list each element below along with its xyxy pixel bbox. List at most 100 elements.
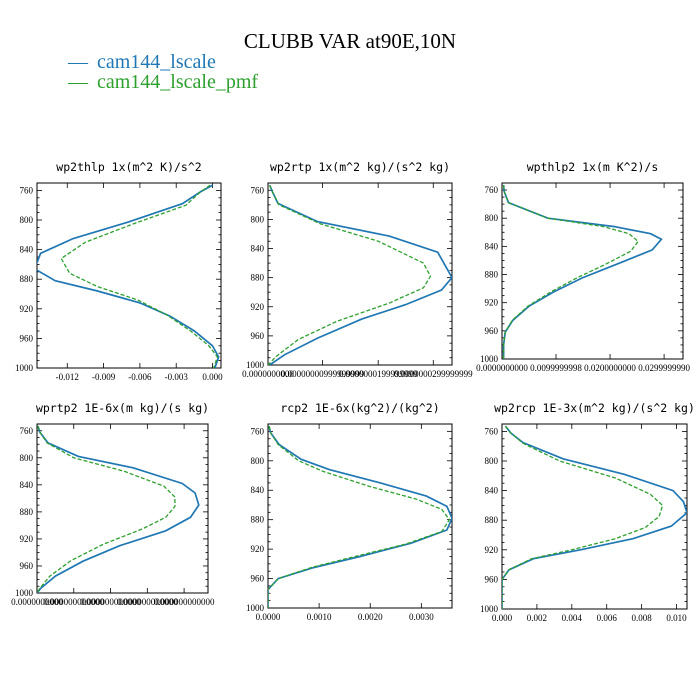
x-tick-label: 0.002 xyxy=(527,613,547,623)
plot-frame xyxy=(267,423,453,609)
legend-symbol-cam144-lscale-pmf: — xyxy=(67,71,89,93)
y-tick-label: 840 xyxy=(251,244,265,254)
y-tick-label: 1000 xyxy=(480,604,499,614)
x-tick-label: 0.0000000000 xyxy=(11,597,63,607)
legend-item-cam144-lscale: — cam144_lscale xyxy=(67,51,216,73)
panel-title: wp2rtp 1x(m^2 kg)/(s^2 kg) xyxy=(270,160,450,174)
y-tick-label: 800 xyxy=(20,215,34,225)
plot-frame xyxy=(36,423,209,594)
panel-5: rcp2 1E-6x(kg^2)/(kg^2) 760 800 840 880 920 96… xyxy=(246,401,453,622)
legend-item-cam144-lscale-pmf: — cam144_lscale_pmf xyxy=(67,71,258,93)
x-tick-label: 0.0000000299999999 xyxy=(394,369,473,379)
series-line-cam144-lscale-pmf xyxy=(60,184,219,368)
y-tick-label: 1000 xyxy=(246,360,265,370)
y-tick-label: 880 xyxy=(485,270,499,280)
series-line-cam144-lscale xyxy=(37,425,200,593)
legend-label-cam144-lscale: cam144_lscale xyxy=(97,51,216,73)
y-tick-label: 920 xyxy=(251,544,265,554)
x-tick-label: 0.0000000199999999 xyxy=(339,369,418,379)
x-tick-label: 0.0020 xyxy=(358,612,383,622)
y-tick-label: 840 xyxy=(20,245,34,255)
series-line-cam144-lscale-pmf xyxy=(268,426,451,608)
y-tick-label: 880 xyxy=(251,273,265,283)
panel-title: wp2rcp 1E-3x(m^2 kg)/(s^2 kg) xyxy=(494,401,695,415)
panel-4: wprtp2 1E-6x(m kg)/(s kg) 760 800 840 880 920… xyxy=(11,401,215,607)
x-tick-label: 0.000 xyxy=(202,372,223,382)
y-tick-label: 880 xyxy=(485,515,499,525)
panels: wp2thlp 1x(m^2 K)/s^2 760 800 840 880 920 960 1… xyxy=(11,160,695,623)
x-tick-label: 0.0000000000 xyxy=(476,363,528,373)
y-tick-label: 1000 xyxy=(15,588,34,598)
series-line-cam144-lscale-pmf xyxy=(268,184,432,365)
x-tick-label: 0.0200000000 xyxy=(584,363,636,373)
x-tick-label: 0.00000000999999999 xyxy=(281,369,365,379)
series-line-cam144-lscale xyxy=(502,185,663,359)
x-tick-label: 0.006 xyxy=(597,613,618,623)
y-tick-label: 1000 xyxy=(480,354,499,364)
y-tick-label: 920 xyxy=(485,298,499,308)
legend: — cam144_lscale — cam144_lscale_pmf xyxy=(67,51,258,93)
y-tick-label: 960 xyxy=(251,574,265,584)
y-tick-label: 760 xyxy=(485,185,499,195)
y-tick-label: 840 xyxy=(485,241,499,251)
y-tick-label: 760 xyxy=(20,185,34,195)
plot-frame xyxy=(501,182,684,360)
series-line-cam144-lscale-pmf xyxy=(502,425,664,609)
y-tick-label: 1000 xyxy=(246,603,265,613)
x-tick-label: -0.003 xyxy=(165,372,189,382)
y-tick-label: 800 xyxy=(20,453,34,463)
y-tick-label: 800 xyxy=(485,456,499,466)
panel-6: wp2rcp 1E-3x(m^2 kg)/(s^2 kg) 760 800 840 88… xyxy=(480,401,695,623)
x-tick-label: 0.0099999998 xyxy=(530,363,582,373)
panel-1: wp2thlp 1x(m^2 K)/s^2 760 800 840 880 920 960 1… xyxy=(15,160,223,382)
y-tick-label: 1000 xyxy=(15,363,34,373)
series-line-cam144-lscale-pmf xyxy=(502,185,640,359)
y-tick-label: 840 xyxy=(251,485,265,495)
x-tick-label: 0.004 xyxy=(562,613,583,623)
x-tick-label: 0.0010 xyxy=(307,612,332,622)
x-tick-label: 0.008 xyxy=(631,613,652,623)
series-line-cam144-lscale xyxy=(502,425,687,609)
series-line-cam144-lscale xyxy=(268,184,452,365)
x-tick-label: 0.000000000000 xyxy=(154,597,215,607)
y-tick-label: 760 xyxy=(251,185,265,195)
y-tick-label: 920 xyxy=(251,302,265,312)
y-tick-label: 760 xyxy=(485,426,499,436)
y-tick-label: 800 xyxy=(251,214,265,224)
y-tick-label: 960 xyxy=(251,331,265,341)
x-tick-label: 0.0000000000 xyxy=(242,369,294,379)
y-tick-label: 920 xyxy=(20,304,34,314)
panel-3: wpthlp2 1x(m K^2)/s 760 800 840 880 920 960 100… xyxy=(476,160,690,373)
y-tick-label: 840 xyxy=(20,480,34,490)
x-tick-label: -0.006 xyxy=(128,372,152,382)
y-tick-label: 880 xyxy=(20,507,34,517)
panel-title: wprtp2 1E-6x(m kg)/(s kg) xyxy=(36,401,209,415)
panel-title: rcp2 1E-6x(kg^2)/(kg^2) xyxy=(280,401,439,415)
panel-2: wp2rtp 1x(m^2 kg)/(s^2 kg) 760 800 840 880 92… xyxy=(242,160,473,379)
legend-label-cam144-lscale-pmf: cam144_lscale_pmf xyxy=(97,71,258,93)
x-tick-label: 0.0030 xyxy=(409,612,434,622)
x-tick-label: 0.000 xyxy=(492,613,513,623)
x-tick-label: 0.0000 xyxy=(256,612,281,622)
y-tick-label: 960 xyxy=(20,333,34,343)
y-tick-label: 920 xyxy=(485,545,499,555)
x-tick-label: 0.000000000000 xyxy=(117,597,178,607)
series-line-cam144-lscale xyxy=(37,184,220,368)
plot-frame xyxy=(267,182,453,366)
y-tick-label: 880 xyxy=(251,515,265,525)
y-tick-label: 960 xyxy=(485,574,499,584)
y-tick-label: 800 xyxy=(251,456,265,466)
y-tick-label: 840 xyxy=(485,486,499,496)
x-tick-label: 0.000000000000 xyxy=(80,597,141,607)
x-tick-label: 0.010 xyxy=(666,613,687,623)
y-tick-label: 760 xyxy=(20,426,34,436)
y-tick-label: 920 xyxy=(20,534,34,544)
series-line-cam144-lscale-pmf xyxy=(37,425,176,593)
figure-title: CLUBB VAR at90E,10N xyxy=(244,29,456,53)
y-tick-label: 960 xyxy=(20,561,34,571)
x-tick-label: -0.012 xyxy=(56,372,79,382)
plot-frame xyxy=(501,423,688,610)
x-tick-label: 0.0299999990 xyxy=(638,363,690,373)
panel-title: wpthlp2 1x(m K^2)/s xyxy=(527,160,659,174)
legend-symbol-cam144-lscale: — xyxy=(67,51,89,73)
